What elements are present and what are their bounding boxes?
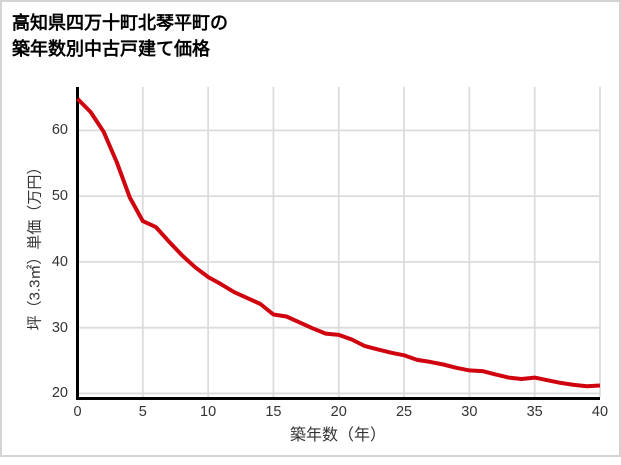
x-tick-label: 40 — [591, 404, 609, 420]
price-line — [76, 97, 601, 389]
y-tick-label: 30 — [51, 319, 68, 336]
y-tick-label: 20 — [51, 385, 68, 402]
y-tick-label: 50 — [51, 188, 68, 205]
plot-area — [76, 87, 601, 400]
chart-title-line-1: 高知県四万十町北琴平町の — [12, 13, 228, 33]
x-axis-label: 築年数（年） — [289, 427, 387, 444]
x-tick-label: 10 — [200, 404, 217, 420]
x-tick-label: 0 — [73, 404, 82, 420]
x-tick-label: 30 — [461, 404, 478, 420]
y-axis-label: 坪（3.3㎡）単価（万円） — [26, 159, 44, 331]
chart-title: 高知県四万十町北琴平町の 築年数別中古戸建て価格 — [12, 10, 228, 62]
y-tick-label: 60 — [51, 122, 68, 139]
chart-title-line-2: 築年数別中古戸建て価格 — [12, 39, 210, 59]
x-tick-label: 5 — [138, 404, 147, 420]
x-tick-label: 15 — [265, 404, 282, 420]
x-tick-label: 20 — [330, 404, 347, 420]
y-tick-label: 40 — [51, 253, 68, 270]
x-tick-label: 25 — [395, 404, 413, 420]
x-tick-label: 35 — [526, 404, 543, 420]
